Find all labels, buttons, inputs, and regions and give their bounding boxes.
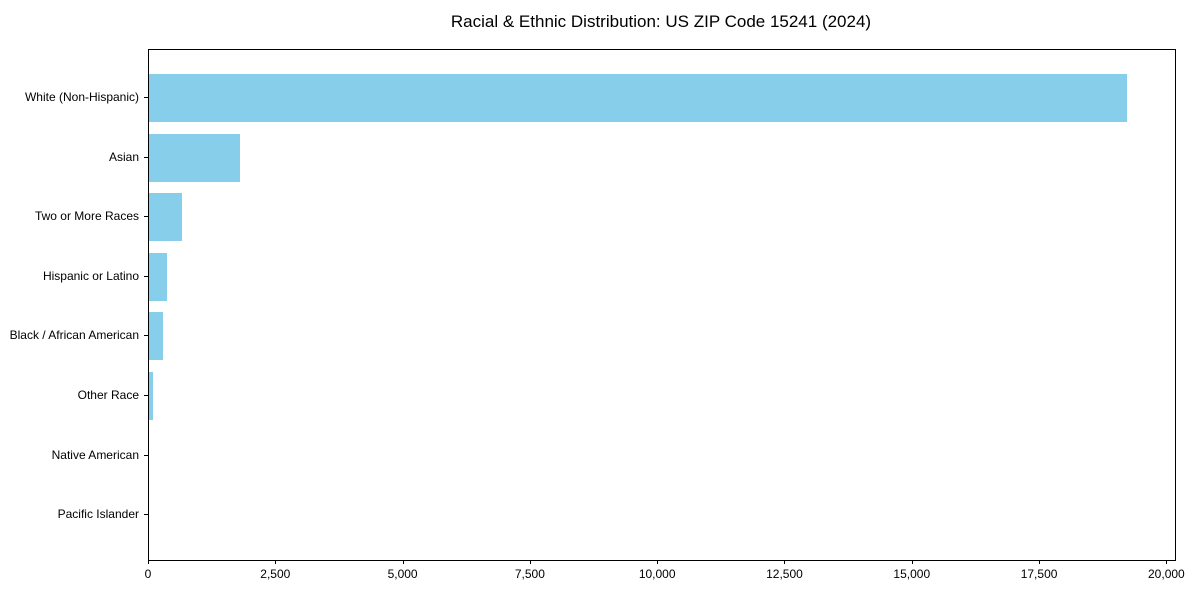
x-tick-mark [784, 560, 786, 564]
bar-two-or-more-races [149, 193, 183, 242]
y-tick-mark [144, 216, 148, 218]
y-tick-mark [144, 454, 148, 456]
bar-asian [149, 133, 241, 182]
x-tick-mark [275, 560, 277, 564]
y-tick-mark [144, 335, 148, 337]
y-tick-mark [144, 395, 148, 396]
x-tick-label-15-000: 15,000 [893, 567, 931, 581]
x-tick-label-2-500: 2,500 [260, 567, 291, 581]
x-tick-label-20-000: 20,000 [1148, 567, 1185, 581]
y-tick-mark [144, 97, 148, 98]
y-tick-label-asian: Asian [108, 149, 139, 164]
x-tick-label-17-500: 17,500 [1020, 567, 1058, 581]
y-tick-mark [144, 275, 148, 277]
x-tick-mark [529, 560, 531, 564]
plot-area [148, 49, 1176, 561]
y-tick-label-native-american: Native American [51, 447, 139, 462]
y-tick-mark [144, 156, 148, 158]
x-tick-mark [657, 560, 659, 564]
y-tick-label-black-african-american: Black / African American [9, 328, 139, 343]
x-tick-label-5-000: 5,000 [387, 567, 418, 581]
x-tick-mark [402, 560, 404, 564]
y-tick-label-hispanic-or-latino: Hispanic or Latino [42, 268, 139, 283]
x-tick-label-10-000: 10,000 [638, 567, 676, 581]
bar-black-african-american [149, 312, 163, 361]
y-tick-label-pacific-islander: Pacific Islander [57, 507, 139, 522]
y-tick-label-white-non-hispanic: White (Non-Hispanic) [24, 90, 139, 104]
x-tick-mark [1039, 560, 1041, 564]
y-tick-label-two-or-more-races: Two or More Races [34, 209, 139, 224]
bar-other-race [149, 372, 153, 420]
bar-white-non-hispanic [149, 74, 1127, 122]
bar-hispanic-or-latino [149, 252, 167, 301]
y-tick-label-other-race: Other Race [77, 388, 139, 402]
x-tick-mark [148, 560, 149, 564]
x-tick-label-12-500: 12,500 [766, 567, 803, 581]
x-tick-label-7-500: 7,500 [514, 567, 545, 581]
y-tick-mark [144, 514, 148, 516]
x-tick-mark [911, 560, 913, 564]
x-tick-mark [1166, 560, 1168, 564]
x-tick-label-0: 0 [144, 567, 152, 581]
chart-title: Racial & Ethnic Distribution: US ZIP Cod… [450, 12, 872, 31]
